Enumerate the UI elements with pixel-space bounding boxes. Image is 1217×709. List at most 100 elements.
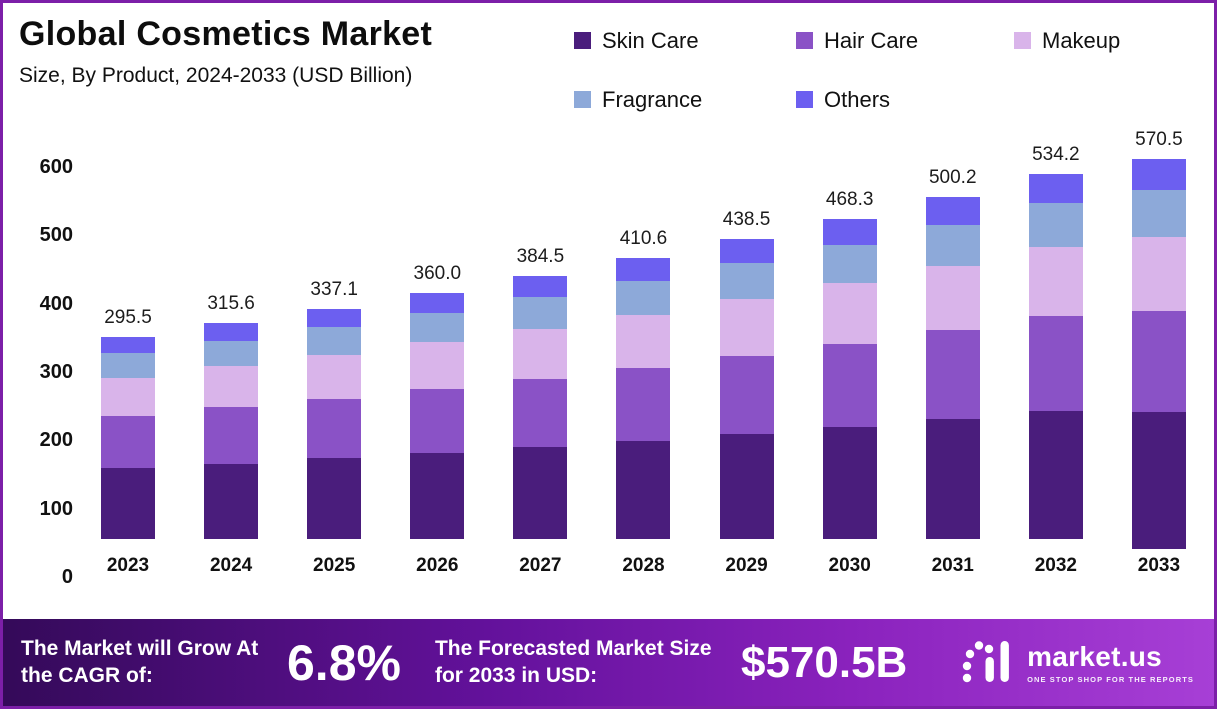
bar-segment-hair-care (822, 343, 877, 428)
legend: Skin Care Hair Care Makeup Fragrance Others (574, 25, 1174, 115)
bar-column-2025: 337.1 2025 (307, 129, 362, 581)
y-axis-label: 0 (61, 566, 73, 588)
bar-segment-skin-care (307, 458, 362, 539)
y-axis-label: 200 (39, 429, 73, 452)
plot-area: 295.5 2023 315.6 2024 337.1 2025 360.0 2026 384.… (89, 129, 1214, 581)
bar-segment-hair-care (101, 415, 155, 469)
legend-swatch-fragrance (574, 91, 591, 108)
bar-segment-others (410, 293, 465, 313)
y-axis: 0 100 200 300 400 500 600 (3, 129, 89, 619)
legend-item-fragrance: Fragrance (574, 84, 796, 115)
bar-stack (616, 258, 671, 539)
legend-swatch-skin-care (574, 32, 591, 49)
page-title: Global Cosmetics Market (19, 15, 433, 53)
bar-stack (925, 197, 980, 539)
x-axis-label: 2031 (931, 555, 974, 576)
bar-segment-skin-care (822, 427, 877, 539)
bar-segment-others (822, 219, 877, 245)
legend-swatch-others (796, 91, 813, 108)
bar-segment-makeup (307, 354, 362, 399)
x-axis-label: 2024 (209, 555, 253, 576)
bar-segment-makeup (925, 265, 980, 331)
bar-segment-others (1028, 174, 1083, 204)
bar-segment-others (925, 197, 980, 225)
x-axis-label: 2025 (313, 555, 356, 576)
x-axis-label: 2028 (622, 555, 665, 576)
bar-segment-hair-care (1131, 311, 1186, 413)
x-axis-label: 2023 (106, 555, 150, 576)
bar-segment-others (1131, 159, 1186, 191)
y-axis-label: 600 (39, 156, 73, 178)
bar-column-2027: 384.5 2027 (513, 129, 568, 581)
bar-segment-makeup (1131, 236, 1186, 312)
bar-segment-fragrance (822, 244, 877, 283)
bar-stack (101, 337, 155, 539)
x-axis-label: 2027 (519, 555, 562, 576)
brand-block: market.us One Stop Shop For The Reports (961, 637, 1194, 688)
bar-segment-hair-care (616, 367, 671, 441)
bar-segment-others (719, 239, 774, 264)
bar-total-label: 295.5 (104, 307, 152, 329)
bar-total-label: 337.1 (310, 278, 358, 300)
bar-segment-skin-care (513, 447, 568, 539)
bar-segment-skin-care (204, 463, 259, 539)
legend-swatch-makeup (1014, 32, 1031, 49)
y-axis-label: 400 (39, 292, 73, 315)
title-block: Global Cosmetics Market Size, By Product… (19, 15, 432, 115)
x-axis-label: 2030 (828, 555, 871, 576)
bar-column-2031: 500.2 2031 (925, 129, 980, 581)
legend-item-makeup: Makeup (1014, 25, 1174, 56)
bar-segment-fragrance (410, 312, 465, 343)
bar-segment-makeup (410, 342, 465, 389)
bar-segment-hair-care (410, 388, 465, 453)
bar-total-label: 500.2 (928, 167, 977, 189)
x-axis-label: 2026 (416, 555, 459, 576)
bar-total-label: 360.0 (413, 263, 462, 285)
bar-segment-fragrance (204, 340, 259, 367)
legend-item-skin-care: Skin Care (574, 25, 796, 56)
page-subtitle: Size, By Product, 2024-2033 (USD Billion… (19, 64, 413, 87)
bar-column-2026: 360.0 2026 (410, 129, 465, 581)
bar-stack (822, 219, 877, 539)
bar-stack (204, 323, 259, 539)
bar-segment-hair-care (925, 330, 980, 420)
bar-column-2023: 295.5 2023 (101, 129, 155, 581)
bar-segment-fragrance (1131, 190, 1186, 237)
forecast-label: The Forecasted Market Size for 2033 in U… (434, 636, 712, 687)
header: Global Cosmetics Market Size, By Product… (3, 3, 1214, 115)
bar-segment-fragrance (513, 297, 568, 329)
market-us-logo-icon (961, 637, 1015, 688)
bar-segment-skin-care (1131, 412, 1186, 549)
bar-segment-skin-care (101, 468, 155, 539)
bar-total-label: 410.6 (619, 228, 668, 250)
bar-total-label: 534.2 (1032, 144, 1080, 165)
y-axis-label: 100 (39, 497, 73, 520)
bar-segment-fragrance (307, 327, 362, 355)
bar-segment-fragrance (1028, 203, 1083, 247)
chart-area: 0 100 200 300 400 500 600 295.5 2023 315.6 2024 33… (3, 115, 1214, 619)
x-axis-label: 2032 (1034, 555, 1077, 576)
legend-swatch-hair-care (796, 32, 813, 49)
brand-tagline: One Stop Shop For The Reports (1027, 675, 1194, 684)
bar-segment-makeup (204, 366, 259, 408)
legend-item-others: Others (796, 84, 1014, 115)
bar-segment-fragrance (925, 224, 980, 266)
bar-segment-fragrance (616, 280, 671, 315)
bar-column-2024: 315.6 2024 (204, 129, 259, 581)
bar-segment-hair-care (719, 356, 774, 435)
y-axis-label: 300 (39, 361, 73, 383)
bar-segment-others (204, 323, 259, 341)
bar-segment-makeup (719, 299, 774, 357)
bar-segment-makeup (513, 328, 568, 379)
bar-column-2029: 438.5 2029 (719, 129, 774, 581)
bar-segment-makeup (101, 377, 155, 416)
bar-segment-others (307, 308, 362, 328)
bar-segment-hair-care (204, 407, 259, 464)
bar-segment-fragrance (101, 353, 155, 378)
bar-stack (307, 308, 362, 539)
bar-segment-hair-care (513, 378, 568, 448)
bar-total-label: 384.5 (516, 246, 565, 268)
x-axis-label: 2029 (725, 555, 768, 576)
bar-segment-makeup (616, 314, 671, 368)
